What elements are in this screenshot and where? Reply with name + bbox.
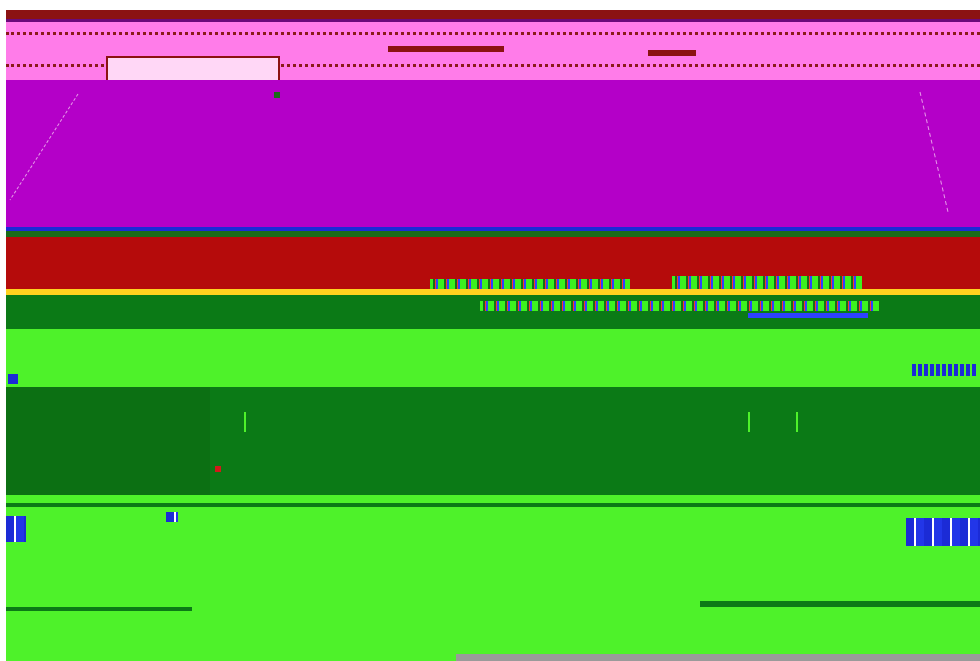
header-toolbar-button-2[interactable] <box>648 50 696 56</box>
header-divider-dotted-2 <box>6 64 980 67</box>
lime-panel-lower <box>6 495 980 661</box>
lime-panel-lower-rule <box>6 503 980 507</box>
lime-panel-label <box>912 364 978 376</box>
green-toolbar-text-artifact <box>480 301 880 311</box>
canvas-bottom-edge <box>6 227 980 231</box>
lime-panel-upper <box>6 329 980 387</box>
green-content-dot <box>215 466 221 472</box>
green-toolbar-progress <box>748 313 868 318</box>
green-content-tick-2 <box>796 412 798 432</box>
canvas-marker <box>274 92 280 98</box>
lime-panel-left-mark <box>8 374 18 384</box>
yellow-rule <box>6 289 980 295</box>
green-content-tick-1 <box>748 412 750 432</box>
green-content-tick-3 <box>244 412 246 432</box>
lower-right-rule <box>700 601 980 607</box>
header-toolbar-input[interactable] <box>106 56 280 82</box>
header-divider-dotted <box>6 32 980 35</box>
top-accent-line <box>6 19 980 22</box>
lower-left-rule <box>6 607 192 611</box>
blue-left-artifact-2 <box>166 512 178 522</box>
canvas-bottom-edge-2 <box>6 231 980 237</box>
bottom-status-strip <box>456 654 980 661</box>
canvas-diagonal-line-right <box>919 91 949 213</box>
green-toolbar <box>6 295 980 329</box>
canvas-diagonal-line-left <box>9 93 79 201</box>
top-title-bar <box>6 10 980 19</box>
blue-left-artifact <box>6 516 26 542</box>
content-canvas[interactable] <box>6 80 980 228</box>
red-panel-text-artifact-2 <box>672 276 862 292</box>
green-content-left-column <box>6 387 210 495</box>
header-toolbar-button[interactable] <box>388 46 504 52</box>
blue-right-artifact <box>906 518 980 546</box>
